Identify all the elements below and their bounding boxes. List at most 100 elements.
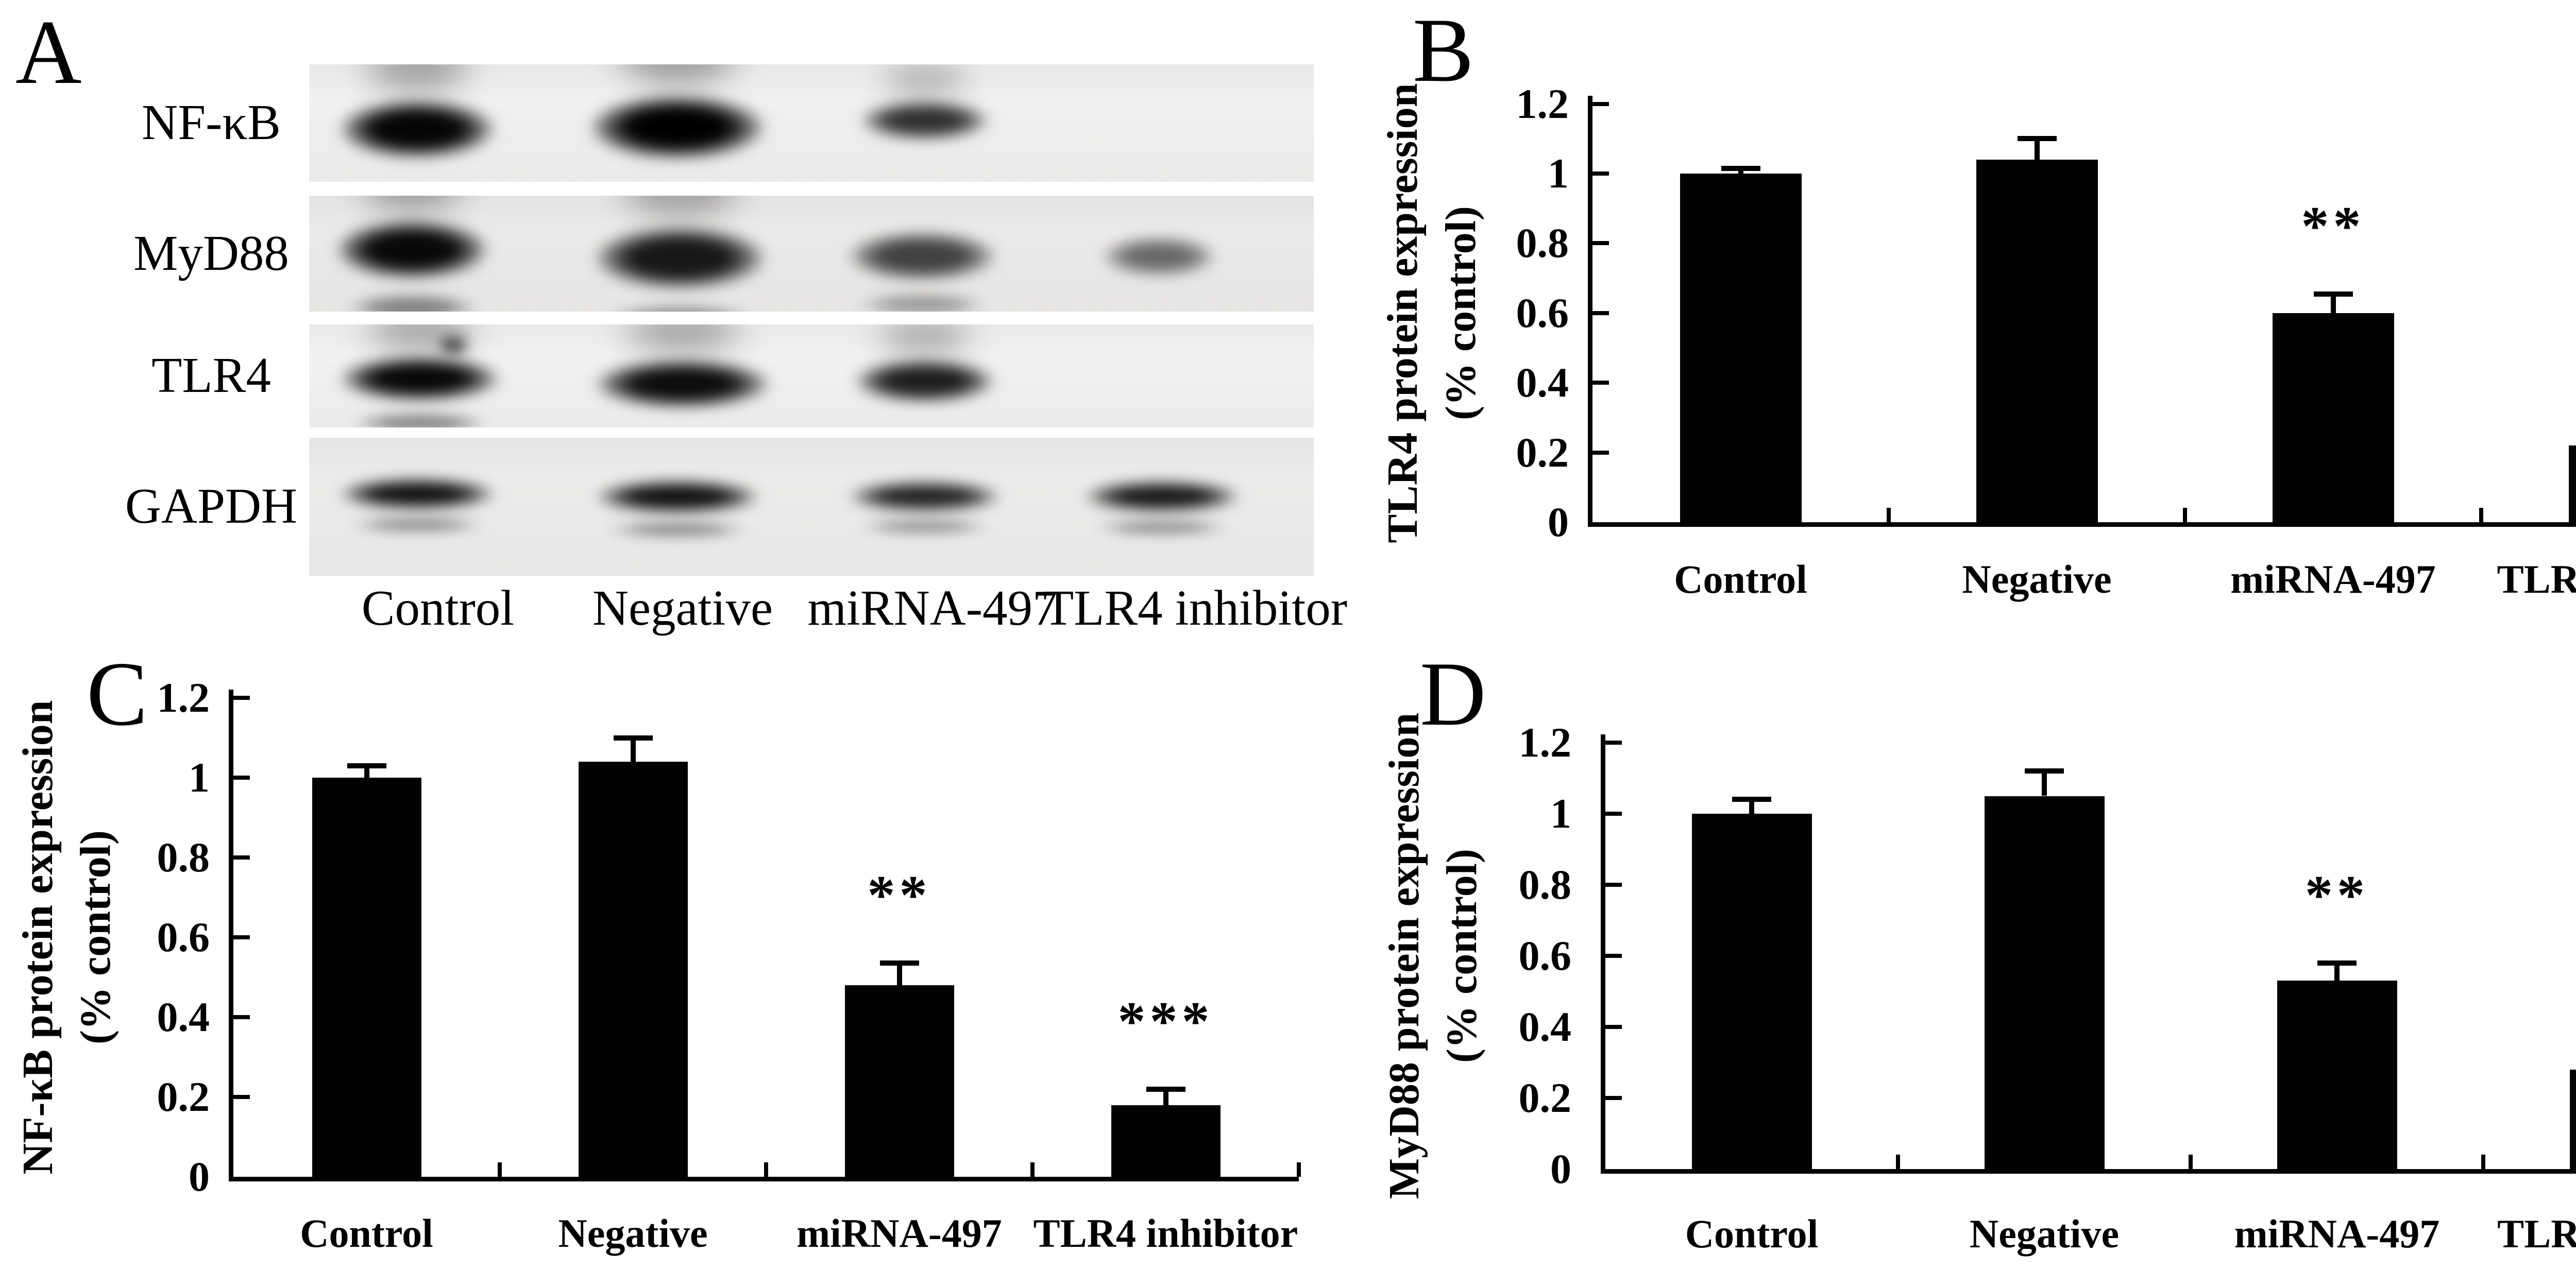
lane-label: Control [361,580,515,636]
y-tick-label: 0.8 [157,834,210,881]
category-label: Control [1674,557,1807,602]
x-axis-line [229,1177,1299,1181]
y-axis-line [229,690,233,1181]
error-bar-cap [2317,960,2357,966]
category-label: Negative [558,1211,708,1256]
protein-band [840,95,1010,146]
protein-band-secondary [327,514,508,535]
x-tick [1896,1155,1900,1169]
y-tick-label: 1 [1548,150,1569,197]
blot-strip [309,438,1314,576]
y-tick [1605,1096,1622,1100]
category-label: miRNA-497 [796,1211,1002,1256]
panel-letter: A [15,1,82,103]
protein-band-secondary [582,518,773,540]
protein-band [824,224,1020,288]
error-bar-stem [1738,168,1743,174]
error-bar-cap [613,735,653,741]
protein-band [567,216,793,299]
protein-band [567,351,799,416]
bar [2272,313,2394,522]
y-tick-label: 0 [1550,1145,1571,1192]
protein-band [314,349,526,408]
category-label: miRNA-497 [2230,557,2436,602]
significance-label: ** [2301,195,2365,257]
blot-row-label: MyD88 [133,225,289,281]
blot-row-label: GAPDH [125,478,298,534]
panel-letter: C [87,643,148,745]
error-bar-stem [1749,799,1754,814]
protein-band-secondary [324,288,501,312]
error-bar-stem [2334,963,2340,981]
x-tick [764,1162,768,1177]
bar [2568,445,2576,522]
y-tick-label: 1 [1550,790,1571,837]
significance-label: ** [867,865,931,926]
protein-band-smear [584,196,776,229]
blot-strip [309,324,1314,427]
bar [2569,1069,2576,1169]
error-bar-stem [2034,139,2040,160]
blot-strip [309,196,1314,312]
significance-label: *** [2501,331,2576,387]
protein-band [562,84,793,170]
y-tick [1605,954,1622,958]
y-tick [233,776,250,780]
protein-band [569,474,786,519]
y-tick [1592,381,1609,385]
error-bar-cap [879,960,919,966]
protein-band [312,211,513,288]
y-tick-label: 1.2 [1518,719,1572,766]
y-tick-label: 1 [189,754,210,801]
y-tick [233,1015,250,1019]
error-bar-cap [1721,165,1760,171]
y-tick [1592,171,1609,176]
y-tick-label: 0.4 [1516,359,1569,406]
y-tick-label: 0 [1548,499,1569,545]
x-tick [2479,508,2483,522]
protein-band [832,353,1018,409]
y-tick-label: 0.4 [1518,1003,1572,1050]
error-bar-stem [2042,771,2047,796]
protein-band-smear [579,64,776,98]
x-tick [2183,508,2187,522]
category-label: Negative [1962,557,2112,602]
significance-label: ** [2305,864,2369,926]
protein-band-smear [327,196,498,222]
y-tick [233,855,250,860]
y-tick-label: 0.6 [1516,289,1569,336]
error-bar-cap [2017,136,2057,142]
lane-label: TLR4 inhibitor [1043,580,1348,636]
bar [1111,1105,1221,1177]
category-label: Control [300,1211,433,1256]
error-bar-stem [896,963,902,985]
x-axis-line [1601,1169,2576,1174]
y-tick-label: 0.2 [1518,1074,1572,1121]
x-tick [1297,1162,1301,1177]
protein-band-secondary [836,288,1009,312]
y-axis-line [1588,95,1592,527]
bar [1976,159,2098,522]
error-bar-stem [364,765,369,778]
protein-band [433,332,474,358]
significance-label: *** [1117,990,1214,1052]
y-tick [233,935,250,939]
protein-band-secondary [836,517,1013,537]
protein-band-secondary [1071,517,1252,538]
protein-band-smear [846,324,1004,362]
protein-band [824,476,1025,517]
category-label: Control [1685,1211,1819,1256]
protein-band [1059,476,1265,517]
error-bar-cap [347,763,386,768]
panel-letter: B [1413,0,1474,101]
bar [1691,814,1812,1169]
y-tick-label: 0.8 [1516,219,1569,267]
bar [2277,981,2397,1169]
error-bar-cap [2025,768,2064,774]
y-tick [1592,241,1609,246]
protein-band-smear [584,324,782,362]
x-tick [1030,1162,1035,1177]
error-bar-cap [1146,1086,1185,1092]
y-tick-label: 0 [189,1153,210,1200]
